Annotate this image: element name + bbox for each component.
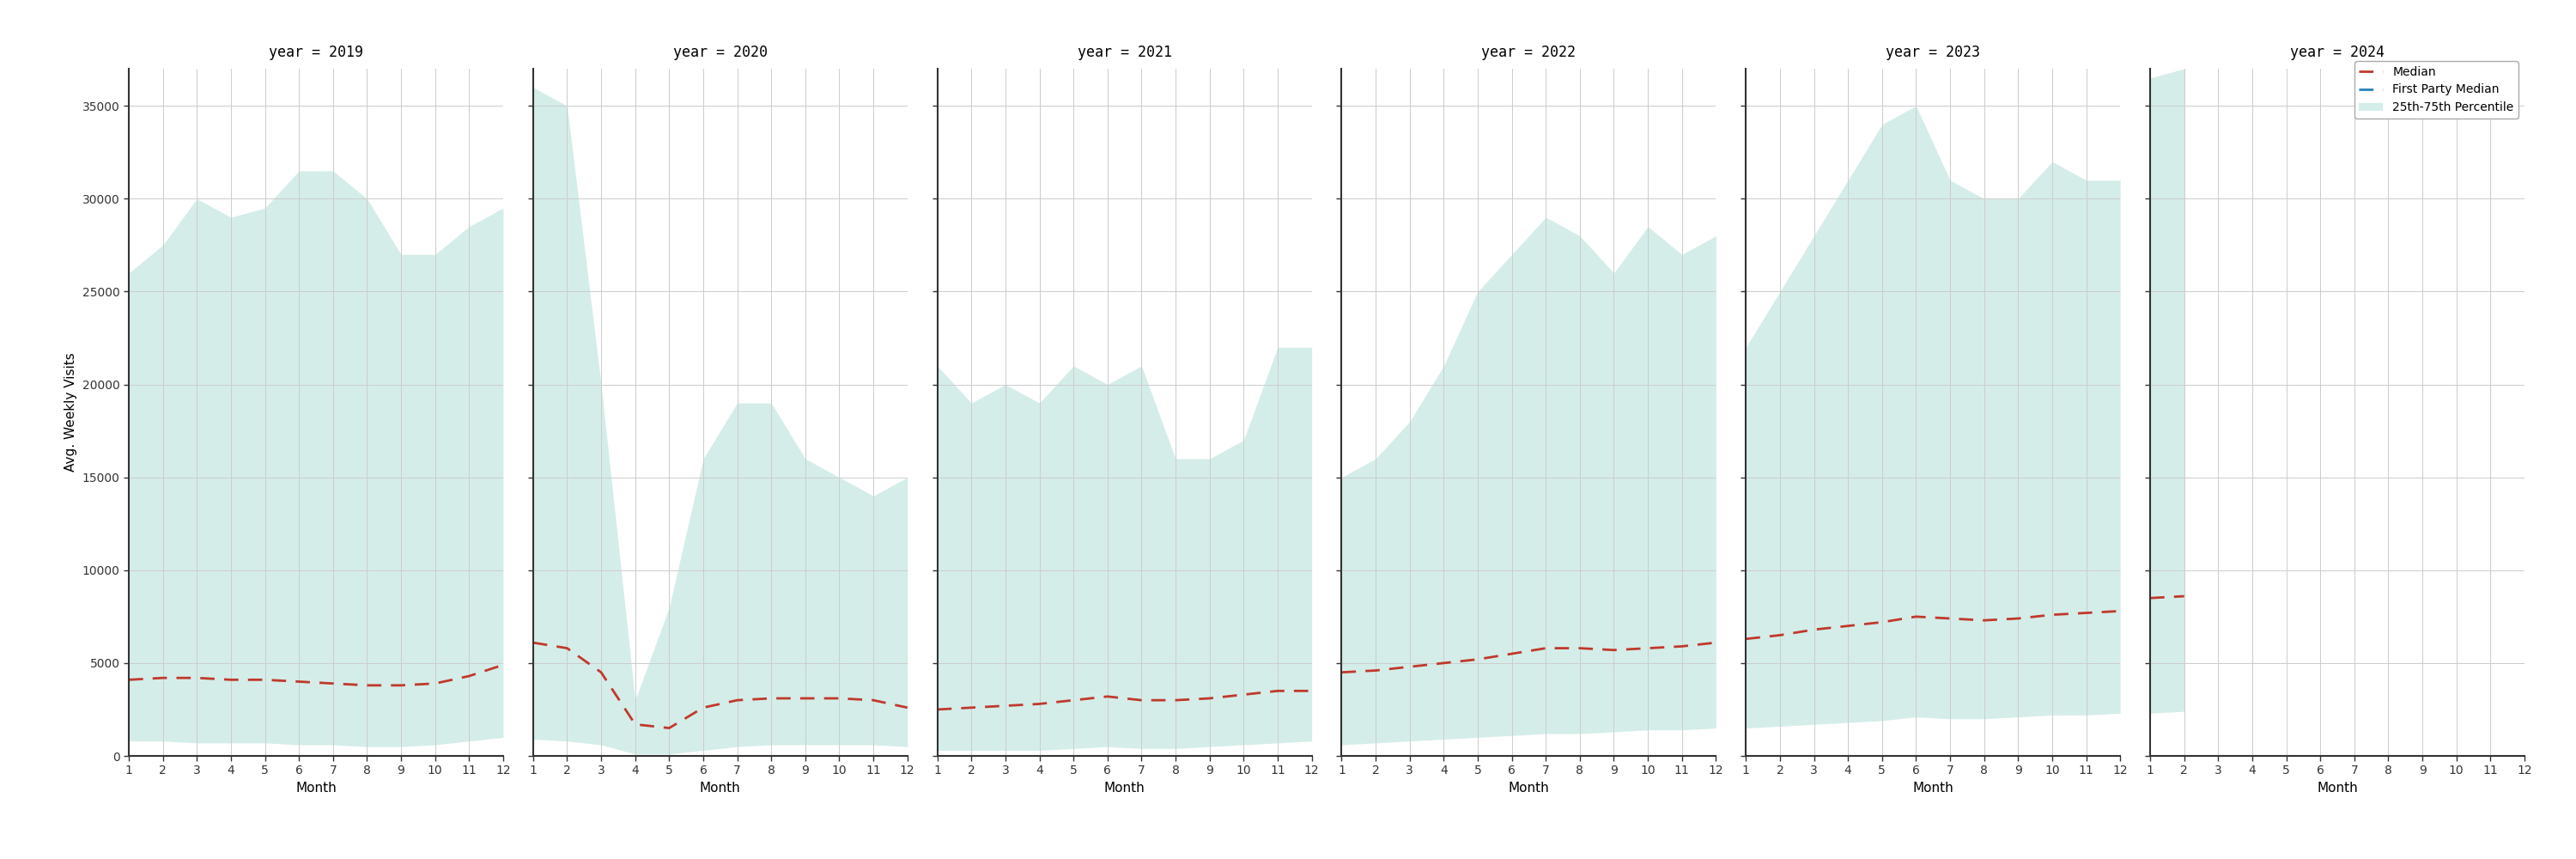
X-axis label: Month: Month — [296, 782, 337, 795]
Title: year = 2019: year = 2019 — [268, 45, 363, 60]
Legend: Median, First Party Median, 25th-75th Percentile: Median, First Party Median, 25th-75th Pe… — [2354, 61, 2519, 119]
X-axis label: Month: Month — [2316, 782, 2357, 795]
Title: year = 2023: year = 2023 — [1886, 45, 1981, 60]
X-axis label: Month: Month — [1911, 782, 1953, 795]
Title: year = 2024: year = 2024 — [2290, 45, 2385, 60]
Title: year = 2020: year = 2020 — [672, 45, 768, 60]
X-axis label: Month: Month — [701, 782, 742, 795]
X-axis label: Month: Month — [1510, 782, 1548, 795]
Title: year = 2022: year = 2022 — [1481, 45, 1577, 60]
Title: year = 2021: year = 2021 — [1077, 45, 1172, 60]
Y-axis label: Avg. Weekly Visits: Avg. Weekly Visits — [64, 353, 77, 472]
X-axis label: Month: Month — [1105, 782, 1144, 795]
